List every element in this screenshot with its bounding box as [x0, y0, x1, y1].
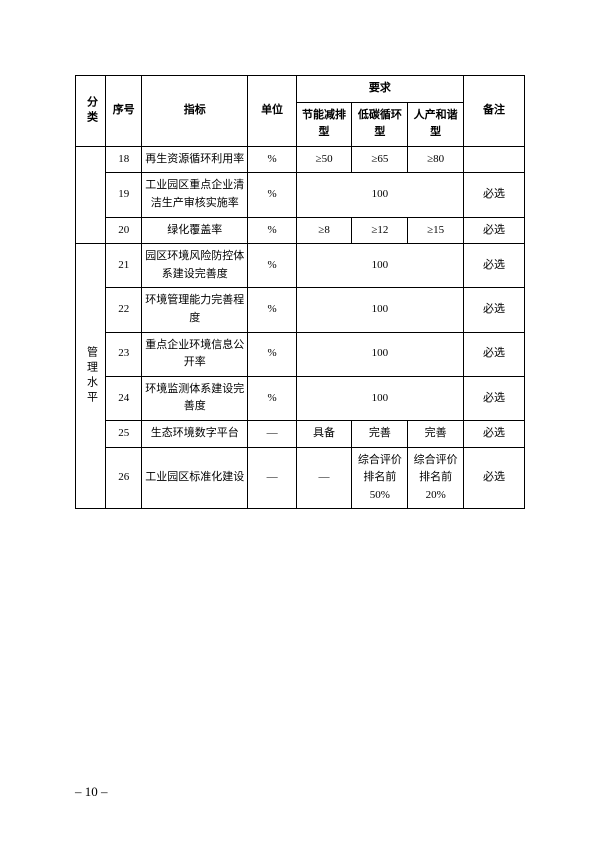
note-cell: 必选 — [464, 288, 525, 332]
req-cell-merged: 100 — [296, 244, 463, 288]
seq-cell: 18 — [106, 146, 142, 173]
req-cell: ≥12 — [352, 217, 408, 244]
indicator-cell: 重点企业环境信息公开率 — [141, 332, 248, 376]
indicator-cell: 工业园区标准化建设 — [141, 447, 248, 509]
table-row: 管理水平 21 园区环境风险防控体系建设完善度 % 100 必选 — [76, 244, 525, 288]
seq-cell: 24 — [106, 376, 142, 420]
req-cell: 综合评价排名前 50% — [352, 447, 408, 509]
page-number: – 10 – — [75, 784, 108, 800]
header-req1: 节能减排型 — [296, 102, 352, 146]
table-row: 24 环境监测体系建设完善度 % 100 必选 — [76, 376, 525, 420]
table-row: 20 绿化覆盖率 % ≥8 ≥12 ≥15 必选 — [76, 217, 525, 244]
category-cell: 管理水平 — [76, 244, 106, 509]
req-cell: 具备 — [296, 420, 352, 447]
unit-cell: % — [248, 376, 296, 420]
table-row: 23 重点企业环境信息公开率 % 100 必选 — [76, 332, 525, 376]
unit-cell: % — [248, 173, 296, 217]
req-cell-merged: 100 — [296, 332, 463, 376]
note-cell: 必选 — [464, 244, 525, 288]
seq-cell: 21 — [106, 244, 142, 288]
seq-cell: 19 — [106, 173, 142, 217]
req-cell-merged: 100 — [296, 173, 463, 217]
unit-cell: % — [248, 217, 296, 244]
category-cell-empty — [76, 146, 106, 243]
seq-cell: 23 — [106, 332, 142, 376]
page-content: 分类 序号 指标 单位 要求 备注 节能减排型 低碳循环型 人产和谐型 18 再… — [0, 0, 600, 549]
table-row: 22 环境管理能力完善程度 % 100 必选 — [76, 288, 525, 332]
table-row: 18 再生资源循环利用率 % ≥50 ≥65 ≥80 — [76, 146, 525, 173]
req-cell: ≥8 — [296, 217, 352, 244]
req-cell: ≥50 — [296, 146, 352, 173]
unit-cell: — — [248, 447, 296, 509]
header-req2: 低碳循环型 — [352, 102, 408, 146]
table-row: 19 工业园区重点企业清洁生产审核实施率 % 100 必选 — [76, 173, 525, 217]
seq-cell: 26 — [106, 447, 142, 509]
header-requirements: 要求 — [296, 76, 463, 103]
req-cell: — — [296, 447, 352, 509]
header-category: 分类 — [76, 76, 106, 147]
note-cell — [464, 146, 525, 173]
req-cell-merged: 100 — [296, 288, 463, 332]
indicator-cell: 绿化覆盖率 — [141, 217, 248, 244]
header-note: 备注 — [464, 76, 525, 147]
unit-cell: % — [248, 146, 296, 173]
indicator-cell: 工业园区重点企业清洁生产审核实施率 — [141, 173, 248, 217]
indicator-cell: 环境管理能力完善程度 — [141, 288, 248, 332]
indicator-cell: 再生资源循环利用率 — [141, 146, 248, 173]
header-unit: 单位 — [248, 76, 296, 147]
header-row-1: 分类 序号 指标 单位 要求 备注 — [76, 76, 525, 103]
req-cell-merged: 100 — [296, 376, 463, 420]
table-row: 25 生态环境数字平台 — 具备 完善 完善 必选 — [76, 420, 525, 447]
req-cell: ≥15 — [408, 217, 464, 244]
seq-cell: 22 — [106, 288, 142, 332]
unit-cell: — — [248, 420, 296, 447]
note-cell: 必选 — [464, 217, 525, 244]
header-req3: 人产和谐型 — [408, 102, 464, 146]
header-seq: 序号 — [106, 76, 142, 147]
table-row: 26 工业园区标准化建设 — — 综合评价排名前 50% 综合评价排名前 20%… — [76, 447, 525, 509]
note-cell: 必选 — [464, 376, 525, 420]
req-cell: 完善 — [352, 420, 408, 447]
header-indicator: 指标 — [141, 76, 248, 147]
req-cell: ≥65 — [352, 146, 408, 173]
note-cell: 必选 — [464, 332, 525, 376]
indicator-cell: 环境监测体系建设完善度 — [141, 376, 248, 420]
data-table: 分类 序号 指标 单位 要求 备注 节能减排型 低碳循环型 人产和谐型 18 再… — [75, 75, 525, 509]
req-cell: 完善 — [408, 420, 464, 447]
req-cell: 综合评价排名前 20% — [408, 447, 464, 509]
unit-cell: % — [248, 288, 296, 332]
seq-cell: 20 — [106, 217, 142, 244]
seq-cell: 25 — [106, 420, 142, 447]
indicator-cell: 生态环境数字平台 — [141, 420, 248, 447]
note-cell: 必选 — [464, 420, 525, 447]
indicator-cell: 园区环境风险防控体系建设完善度 — [141, 244, 248, 288]
note-cell: 必选 — [464, 173, 525, 217]
req-cell: ≥80 — [408, 146, 464, 173]
unit-cell: % — [248, 244, 296, 288]
unit-cell: % — [248, 332, 296, 376]
note-cell: 必选 — [464, 447, 525, 509]
